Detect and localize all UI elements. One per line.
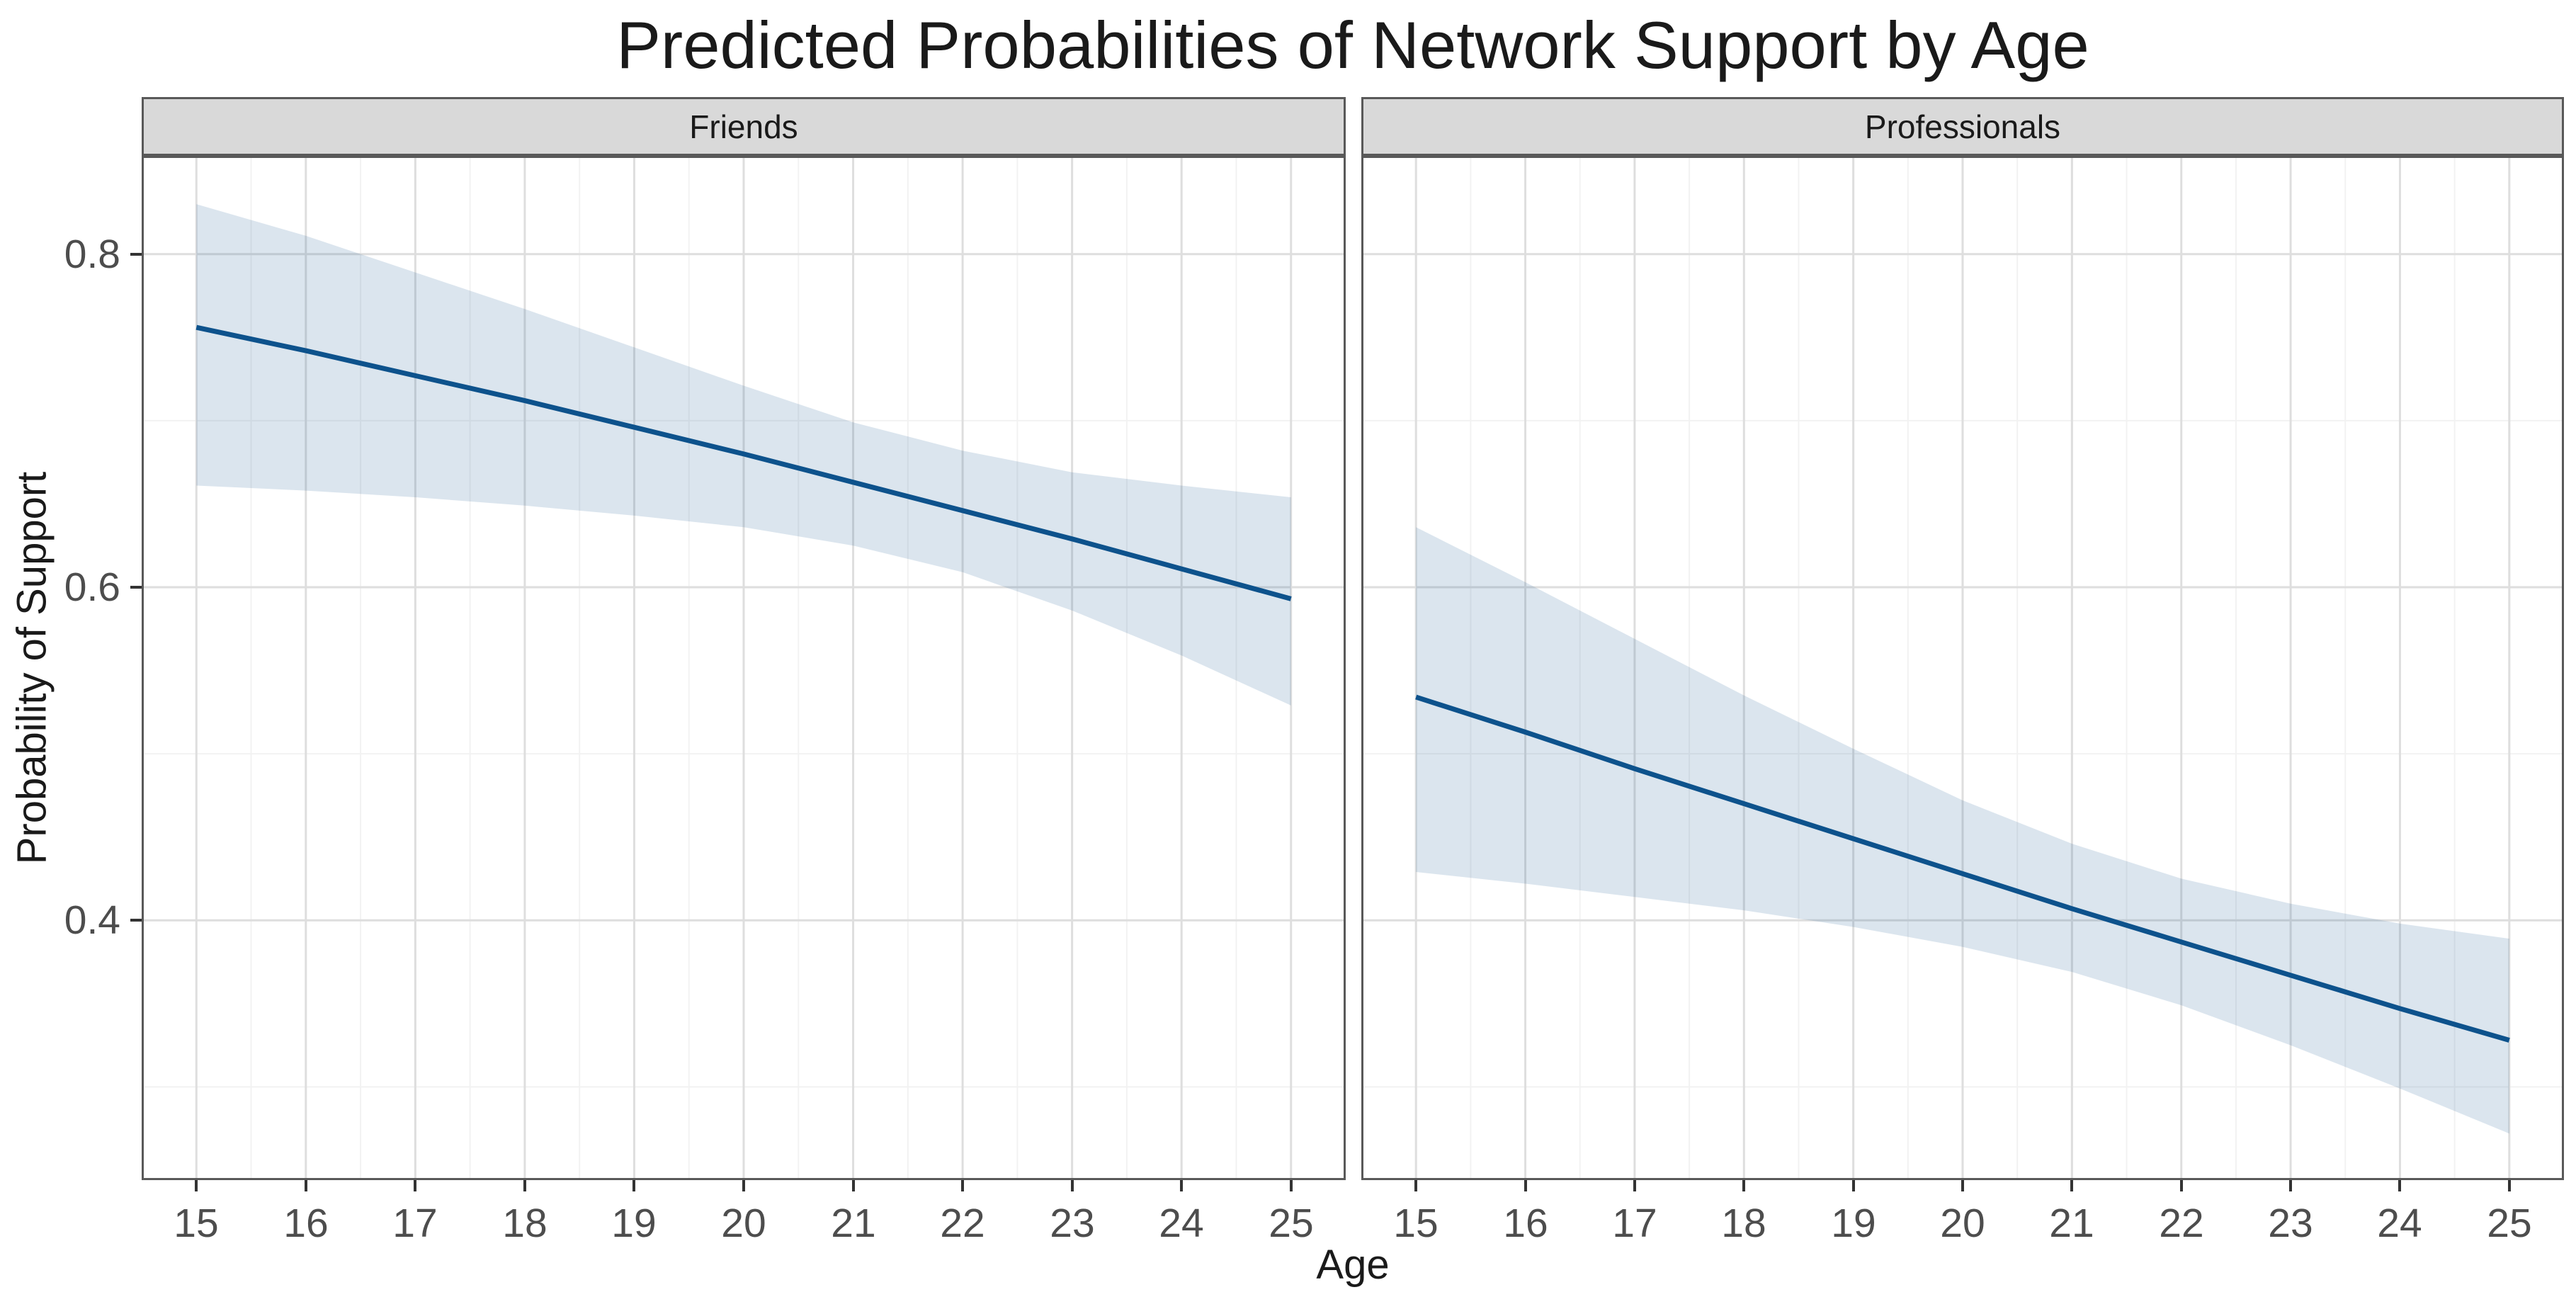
fit-line <box>195 324 1292 601</box>
x-tick-mark <box>1414 1180 1417 1191</box>
x-tick-mark <box>305 1180 307 1191</box>
x-tick-label: 23 <box>2268 1201 2313 1246</box>
x-tick-label: 23 <box>1050 1201 1095 1246</box>
x-tick-mark <box>414 1180 416 1191</box>
y-tick-label: 0.6 <box>64 565 120 610</box>
x-tick-label: 20 <box>721 1201 766 1246</box>
facet-strip-label: Professionals <box>1864 108 2061 145</box>
x-tick-mark <box>2398 1180 2401 1191</box>
y-tick-mark <box>130 253 142 256</box>
x-tick-mark <box>742 1180 745 1191</box>
x-tick-mark <box>1961 1180 1964 1191</box>
x-tick-label: 18 <box>1721 1201 1766 1246</box>
x-tick-mark <box>852 1180 855 1191</box>
x-tick-label: 16 <box>1503 1201 1548 1246</box>
y-tick-label: 0.4 <box>64 897 120 943</box>
x-tick-label: 16 <box>283 1201 329 1246</box>
x-tick-mark <box>1524 1180 1527 1191</box>
x-tick-label: 20 <box>1940 1201 1985 1246</box>
x-tick-mark <box>1071 1180 1074 1191</box>
x-tick-mark <box>523 1180 526 1191</box>
x-axis-title: Age <box>1316 1242 1390 1288</box>
x-tick-mark <box>961 1180 964 1191</box>
x-tick-mark <box>1290 1180 1293 1191</box>
x-tick-label: 21 <box>2049 1201 2094 1246</box>
panel-border <box>142 156 1346 1180</box>
panel-friends <box>142 156 1346 1180</box>
facet-strip-professionals: Professionals <box>1361 97 2564 156</box>
x-tick-label: 15 <box>1393 1201 1439 1246</box>
x-tick-mark <box>2180 1180 2183 1191</box>
x-tick-label: 21 <box>831 1201 876 1246</box>
y-tick-label: 0.8 <box>64 232 120 277</box>
x-tick-mark <box>1180 1180 1183 1191</box>
x-tick-label: 19 <box>611 1201 657 1246</box>
x-tick-mark <box>2508 1180 2511 1191</box>
x-tick-mark <box>2070 1180 2073 1191</box>
fit-line <box>1415 694 2510 1043</box>
panel-border <box>1361 156 2564 1180</box>
x-tick-mark <box>632 1180 635 1191</box>
x-tick-label: 22 <box>940 1201 985 1246</box>
x-tick-label: 25 <box>2487 1201 2532 1246</box>
x-tick-label: 18 <box>502 1201 547 1246</box>
x-tick-label: 19 <box>1831 1201 1876 1246</box>
x-tick-mark <box>1633 1180 1636 1191</box>
plot-title: Predicted Probabilities of Network Suppo… <box>616 8 2089 82</box>
y-tick-mark <box>130 586 142 589</box>
y-axis-title: Probability of Support <box>8 471 55 865</box>
x-tick-mark <box>1742 1180 1745 1191</box>
x-tick-label: 15 <box>174 1201 219 1246</box>
x-tick-label: 24 <box>2377 1201 2422 1246</box>
ci-ribbon <box>1416 527 2509 1134</box>
x-tick-mark <box>1852 1180 1855 1191</box>
x-tick-label: 17 <box>392 1201 438 1246</box>
x-tick-mark <box>195 1180 198 1191</box>
panel-professionals <box>1361 156 2564 1180</box>
x-tick-mark <box>2289 1180 2292 1191</box>
x-tick-label: 17 <box>1612 1201 1657 1246</box>
y-tick-mark <box>130 919 142 922</box>
x-tick-label: 25 <box>1269 1201 1314 1246</box>
x-tick-label: 22 <box>2159 1201 2204 1246</box>
facet-strip-label: Friends <box>689 108 798 145</box>
x-tick-label: 24 <box>1159 1201 1204 1246</box>
facet-strip-friends: Friends <box>142 97 1346 156</box>
